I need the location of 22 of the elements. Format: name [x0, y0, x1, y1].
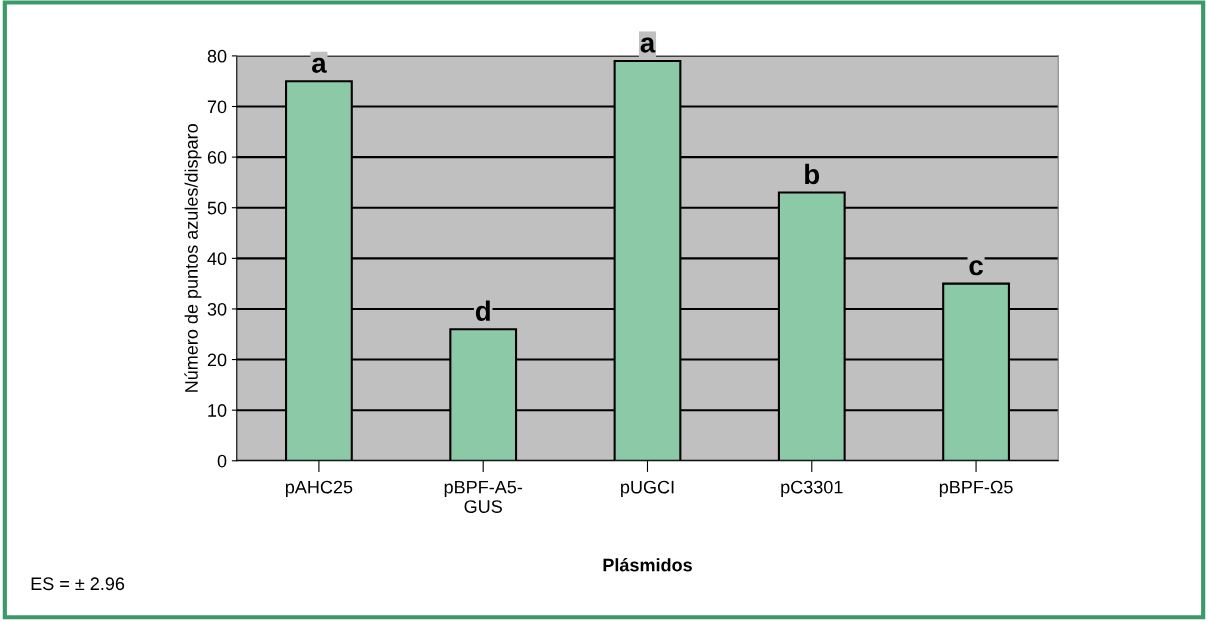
y-tick-label: 40 — [207, 252, 227, 266]
data-label: b — [805, 163, 820, 185]
x-tick-label: pAHC25 — [285, 480, 353, 498]
x-tick-label: pUGCI — [621, 480, 674, 498]
text: ES = ± 2.96 — [31, 577, 125, 591]
y-tick-label: 30 — [207, 302, 227, 316]
y-tick-label: 20 — [207, 353, 227, 367]
y-tick-label: 0 — [217, 454, 227, 468]
x-tick-label: pBPF-A5- GUS — [444, 480, 523, 513]
y-tick-label: 50 — [207, 201, 227, 215]
y-tick-label: 60 — [207, 151, 227, 164]
x-tick-label: pC3301 — [781, 480, 843, 498]
data-label: d — [475, 300, 490, 321]
y-axis-title: Número de puntos azules/disparo — [184, 124, 202, 392]
data-label: a — [640, 37, 656, 53]
y-tick-label: 70 — [207, 100, 227, 114]
x-tick-label: pBPF-Ω5 — [939, 480, 1013, 498]
data-label: c — [969, 260, 983, 276]
data-label: a — [312, 57, 327, 73]
y-tick-label: 80 — [207, 49, 227, 63]
y-tick-label: 10 — [208, 404, 227, 417]
x-axis-title: Plásmidos — [603, 558, 692, 572]
